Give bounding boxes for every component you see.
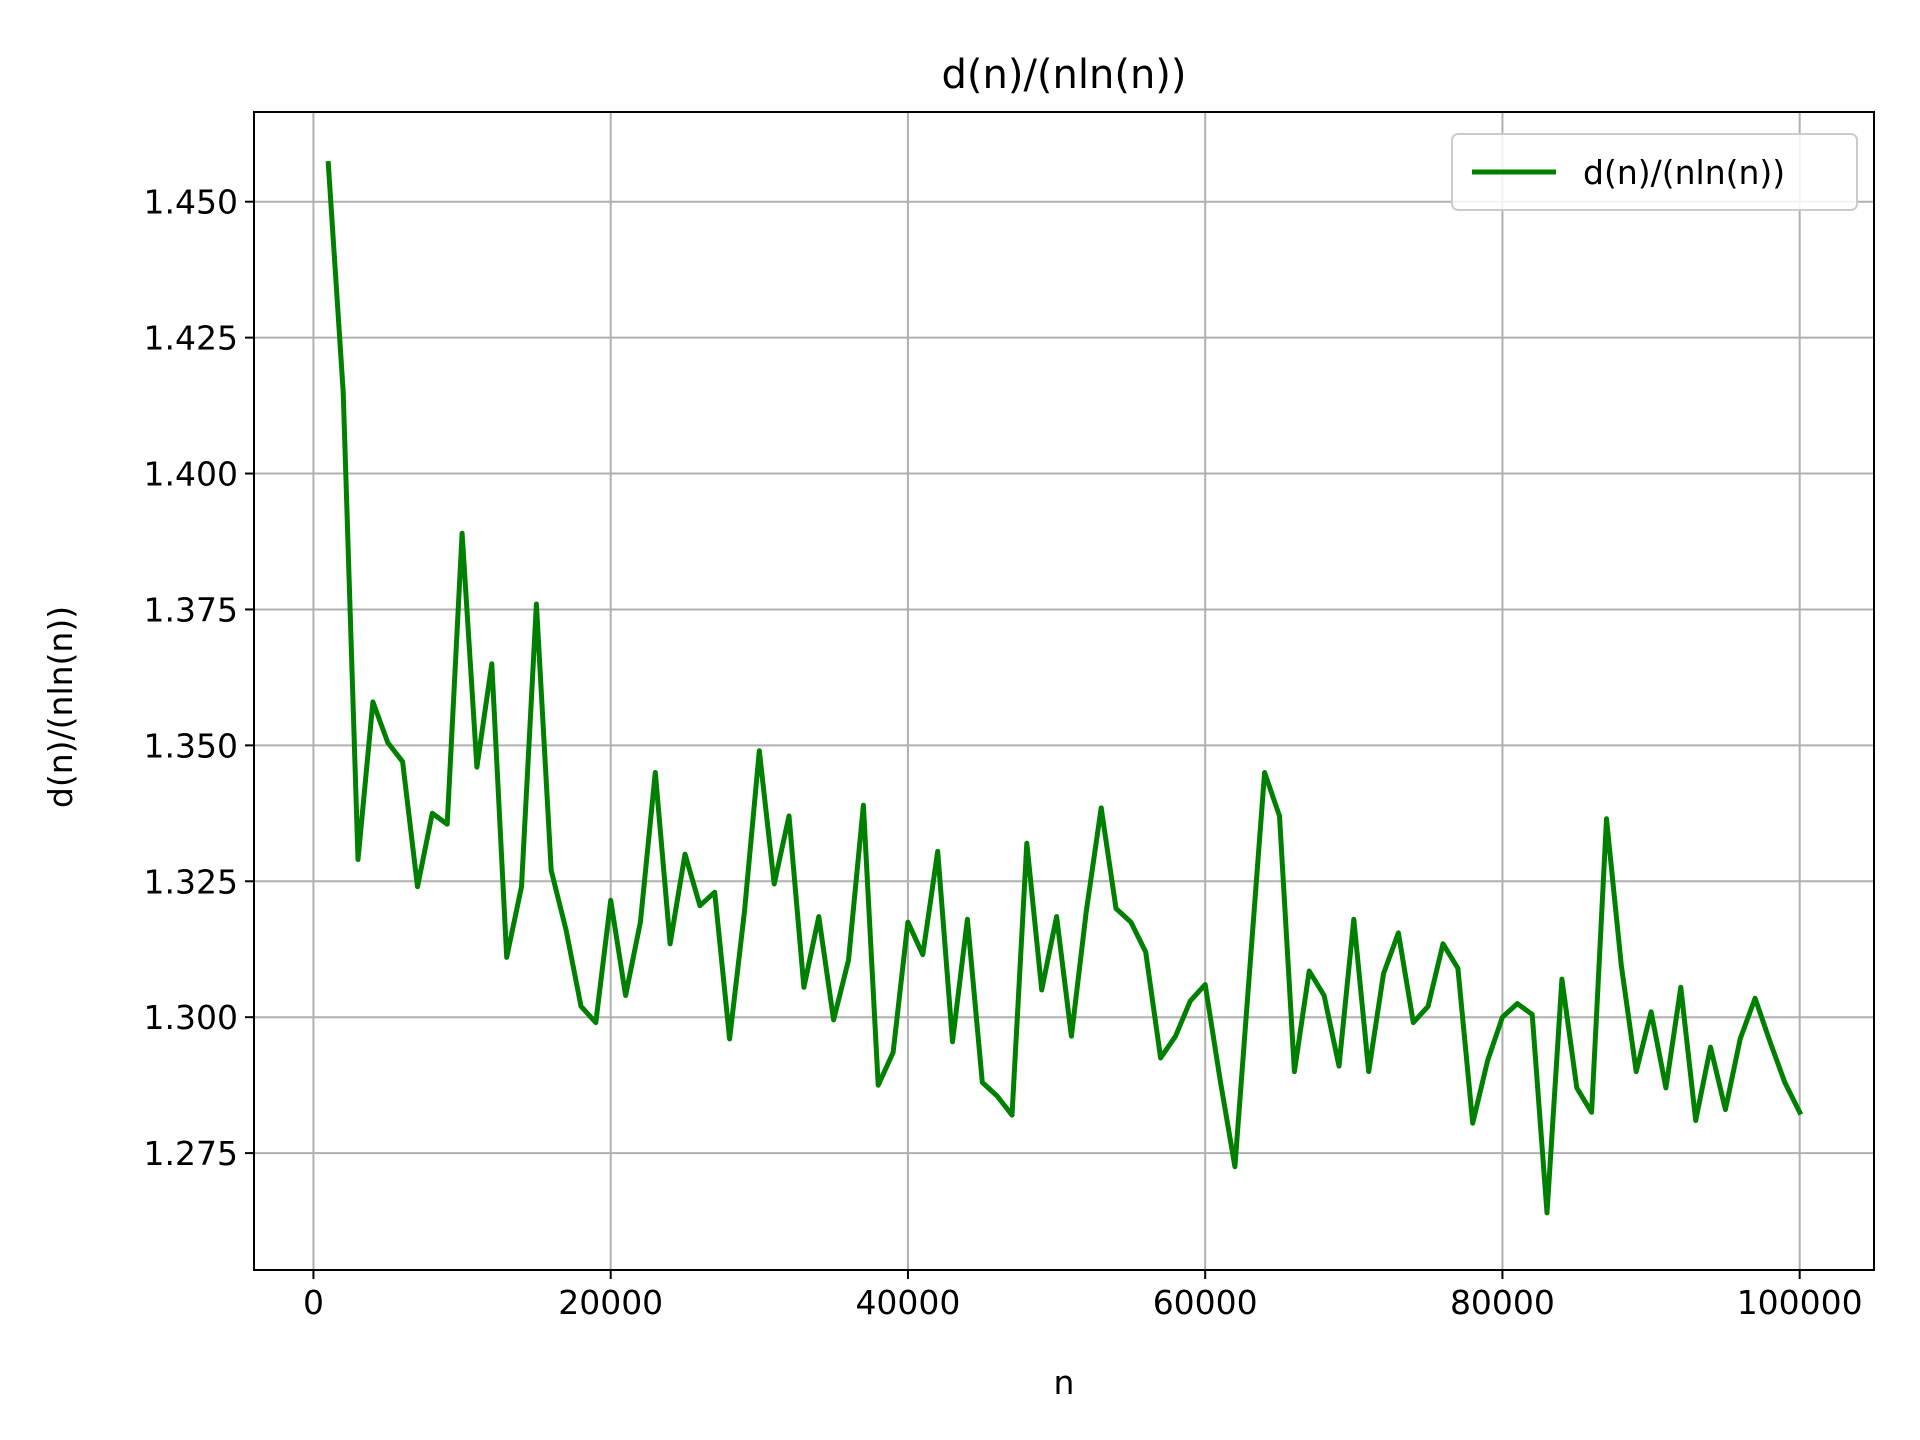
x-tick-label: 40000 [855,1283,960,1322]
y-tick-label: 1.350 [144,726,238,765]
chart-title: d(n)/(nln(n)) [941,52,1186,98]
legend-entry-label: d(n)/(nln(n)) [1583,153,1785,192]
series-layer [325,160,1804,1216]
y-tick-label: 1.375 [144,590,238,629]
y-tick-label: 1.300 [144,998,238,1037]
y-axis-label: d(n)/(nln(n)) [41,606,80,808]
plot-frame [253,111,1875,1271]
y-tick-label: 1.450 [144,183,238,222]
ticks: 0 20000 40000 60000 80000 100000 1.275 1.300 1.3… [144,183,1863,1322]
legend: d(n)/(nln(n)) [1451,133,1858,211]
x-axis-label: n [1054,1363,1075,1402]
x-tick-label: 60000 [1153,1283,1258,1322]
y-tick-label: 1.325 [144,862,238,901]
series-line [325,160,1804,1216]
x-tick-label: 100000 [1737,1283,1863,1322]
x-tick-label: 20000 [558,1283,663,1322]
y-tick-label: 1.275 [144,1134,238,1173]
y-tick-label: 1.400 [144,455,238,494]
y-tick-label: 1.425 [144,319,238,358]
x-tick-label: 0 [303,1283,324,1322]
legend-box [1451,133,1858,211]
x-tick-label: 80000 [1450,1283,1555,1322]
